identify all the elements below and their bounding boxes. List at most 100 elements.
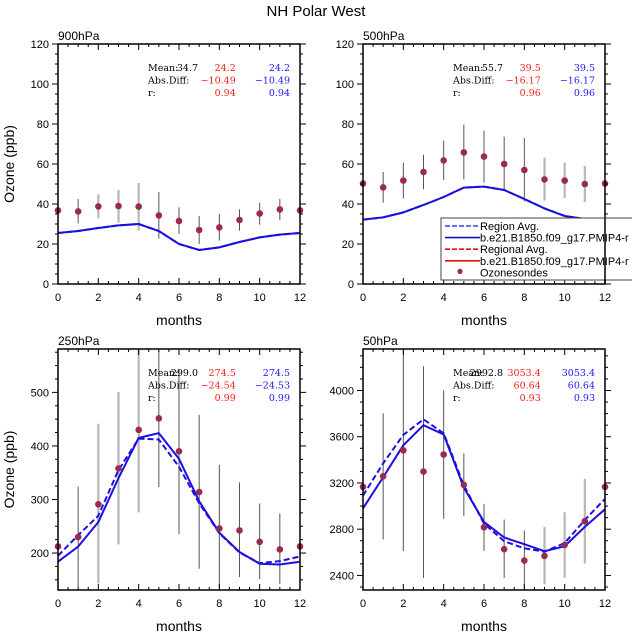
data-point (521, 166, 528, 174)
legend-label: b.e21.B1850.f09_g17.PMIP4-r (480, 233, 629, 245)
data-point (440, 157, 447, 164)
panel-50hPa: 50hPa 0 2 4 6 8 10 12 months 2400 2800 3200 3600 4000… (330, 334, 612, 634)
stats-block: Mean: 3053.4 3053.4 Abs.Diff: 60.64 60.64 r: 0.… (452, 368, 595, 404)
stat-test-value: −24.53 (255, 381, 290, 392)
data-point (400, 446, 407, 454)
stat-test-value: 39.5 (574, 63, 595, 74)
x-axis-label: months (156, 312, 202, 328)
y-tick-label: 100 (31, 79, 49, 91)
y-tick-label: 60 (342, 159, 354, 171)
data-point (276, 206, 284, 213)
stat-ref-value: 0.99 (215, 393, 236, 404)
x-tick-label: 4 (441, 292, 447, 304)
x-tick-label: 6 (481, 292, 487, 304)
data-point (155, 415, 163, 422)
stat-test-value: 274.5 (263, 368, 290, 379)
x-tick-label: 12 (294, 292, 306, 304)
y-tick-label: 120 (336, 39, 354, 51)
legend-label: Region Avg. (480, 221, 539, 233)
y-tick-label: 3200 (330, 478, 354, 490)
data-point (561, 541, 568, 549)
stat-label: Abs.Diff: (452, 76, 494, 87)
data-point (74, 533, 82, 541)
data-point (155, 212, 163, 219)
stat-label: Abs.Diff: (147, 381, 189, 392)
x-tick-label: 12 (294, 598, 306, 610)
x-tick-label: 10 (559, 598, 571, 610)
stat-test-value: 0.96 (574, 88, 595, 99)
x-axis-label: months (156, 618, 202, 634)
figure-title: NH Polar West (267, 3, 367, 20)
x-axis: 0 2 4 6 8 10 12 months (360, 349, 611, 634)
y-tick-label: 100 (336, 79, 354, 91)
x-tick-label: 0 (360, 292, 366, 304)
stat-label: r: (453, 88, 461, 99)
data-point (379, 184, 387, 191)
data-point (74, 208, 82, 215)
stat-label: Mean: (148, 368, 178, 379)
data-point (135, 426, 142, 434)
data-point (480, 523, 488, 531)
y-axis-label: Ozone (ppb) (1, 125, 17, 203)
x-axis: 0 2 4 6 8 10 12 months (55, 349, 306, 634)
x-tick-label: 2 (95, 598, 101, 610)
y-tick-label: 500 (31, 387, 49, 399)
data-point (236, 216, 243, 224)
stat-ref-value: −16.17 (506, 76, 541, 87)
panel-title: 900hPa (58, 29, 100, 43)
y-tick-label: 0 (348, 279, 354, 291)
stat-ref-value: −10.49 (201, 76, 236, 87)
stat-ref-value: 274.5 (209, 368, 236, 379)
stat-label: Mean: (453, 368, 483, 379)
error-bars (77, 183, 281, 244)
ozonesonde-points (359, 149, 609, 191)
x-tick-label: 8 (216, 598, 222, 610)
x-tick-label: 8 (521, 292, 527, 304)
y-tick-label: 300 (31, 494, 49, 506)
stat-test-value: 3053.4 (562, 368, 595, 379)
x-tick-label: 10 (254, 598, 266, 610)
y-axis: 2400 2800 3200 3600 4000 (330, 355, 611, 588)
data-point (256, 210, 263, 217)
ozonesonde-points (359, 446, 609, 564)
stat-test-value: 24.2 (269, 63, 290, 74)
data-point (400, 177, 407, 184)
data-point (216, 224, 223, 231)
stat-test-value: 0.99 (269, 393, 290, 404)
legend: Region Avg.b.e21.B1850.f09_g17.PMIP4-rRe… (440, 217, 632, 284)
y-tick-label: 120 (31, 39, 49, 51)
model-line-dashed (57, 222, 301, 252)
panel-title: 250hPa (58, 334, 100, 348)
y-axis: 0 20 40 60 80 100 120 Ozone (ppb) (1, 39, 306, 291)
error-bars (382, 124, 586, 203)
x-tick-label: 8 (521, 598, 527, 610)
stat-test-value: 0.94 (269, 88, 290, 99)
stat-test-value: −10.49 (255, 76, 290, 87)
stat-ref-value: 24.2 (215, 63, 236, 74)
data-point (420, 168, 427, 176)
data-point (561, 177, 568, 184)
data-point (115, 202, 122, 210)
stat-label: Abs.Diff: (147, 76, 189, 87)
stat-label: Abs.Diff: (452, 381, 494, 392)
x-tick-label: 10 (559, 292, 571, 304)
y-tick-label: 0 (43, 279, 49, 291)
x-tick-label: 4 (136, 598, 142, 610)
data-point (440, 451, 447, 458)
x-tick-label: 12 (599, 598, 611, 610)
data-point (460, 481, 468, 489)
stat-obs-mean: 2992.8 (470, 368, 503, 379)
legend-label: Regional Avg. (480, 244, 548, 256)
stat-label: Mean: (148, 63, 178, 74)
y-tick-label: 40 (342, 199, 354, 211)
y-tick-label: 20 (37, 239, 49, 251)
y-tick-label: 200 (31, 548, 49, 560)
panel-500hPa: 500hPa 0 2 4 6 8 10 12 months 0 20 40 60 80 100 120 Mean… (336, 29, 611, 328)
data-point (379, 472, 387, 480)
x-tick-label: 4 (136, 292, 142, 304)
x-axis: 0 2 4 6 8 10 12 months (360, 44, 611, 328)
y-tick-label: 60 (37, 159, 49, 171)
data-point (541, 176, 548, 183)
stat-ref-value: 0.93 (520, 393, 541, 404)
